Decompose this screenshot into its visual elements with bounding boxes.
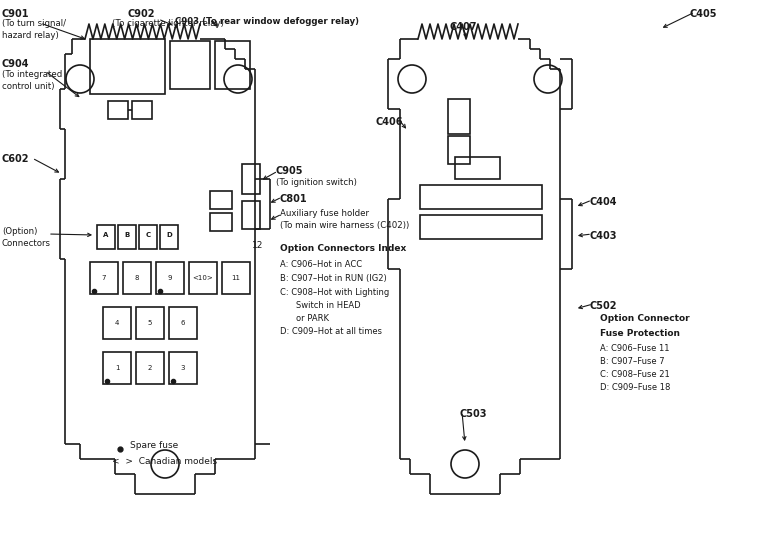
Text: C901: C901 bbox=[2, 9, 29, 19]
Text: C801: C801 bbox=[280, 194, 308, 204]
Bar bbox=[448, 136, 470, 164]
Text: 5: 5 bbox=[147, 320, 152, 326]
Text: A: C906–Fuse 11: A: C906–Fuse 11 bbox=[600, 344, 670, 353]
Text: 4: 4 bbox=[114, 320, 119, 326]
Text: C406: C406 bbox=[375, 117, 402, 127]
Text: 9: 9 bbox=[167, 275, 172, 281]
Text: C404: C404 bbox=[590, 197, 617, 207]
Text: C: C bbox=[145, 232, 151, 238]
Text: Switch in HEAD: Switch in HEAD bbox=[296, 301, 361, 310]
Text: C: C908–Hot with Lighting: C: C908–Hot with Lighting bbox=[280, 288, 389, 297]
Bar bbox=[420, 185, 542, 209]
Text: 2: 2 bbox=[147, 365, 152, 371]
Bar bbox=[97, 225, 115, 249]
Bar bbox=[123, 262, 151, 294]
Text: or PARK: or PARK bbox=[296, 314, 329, 323]
Text: A: C906–Hot in ACC: A: C906–Hot in ACC bbox=[280, 260, 362, 269]
Text: (To turn signal/: (To turn signal/ bbox=[2, 19, 66, 28]
Text: (To cigarette lighter relay): (To cigarette lighter relay) bbox=[112, 19, 224, 28]
Text: 3: 3 bbox=[180, 365, 185, 371]
Text: C902: C902 bbox=[128, 9, 155, 19]
Text: C405: C405 bbox=[690, 9, 717, 19]
Text: (To main wire harness (C402)): (To main wire harness (C402)) bbox=[280, 221, 409, 230]
Text: (To integrated: (To integrated bbox=[2, 70, 62, 79]
Text: 12: 12 bbox=[253, 242, 263, 250]
Text: C904: C904 bbox=[2, 59, 29, 69]
Text: <  >  Canadian models: < > Canadian models bbox=[112, 457, 217, 467]
Text: C: C908–Fuse 21: C: C908–Fuse 21 bbox=[600, 370, 670, 379]
Bar bbox=[169, 307, 197, 339]
Text: B: C907–Fuse 7: B: C907–Fuse 7 bbox=[600, 357, 664, 366]
Text: C602: C602 bbox=[2, 154, 29, 164]
Text: D: C909–Hot at all times: D: C909–Hot at all times bbox=[280, 327, 382, 336]
Bar bbox=[169, 352, 197, 384]
Text: (Option): (Option) bbox=[2, 227, 38, 236]
Text: control unit): control unit) bbox=[2, 82, 55, 91]
Text: B: C907–Hot in RUN (IG2): B: C907–Hot in RUN (IG2) bbox=[280, 274, 387, 283]
Text: C502: C502 bbox=[590, 301, 617, 311]
Bar bbox=[108, 101, 128, 119]
Text: 6: 6 bbox=[180, 320, 185, 326]
Bar bbox=[242, 164, 260, 194]
Text: hazard relay): hazard relay) bbox=[2, 31, 58, 40]
Text: Fuse Protection: Fuse Protection bbox=[600, 329, 680, 338]
Text: C503: C503 bbox=[460, 409, 488, 419]
Bar bbox=[103, 352, 131, 384]
Bar bbox=[448, 99, 470, 134]
Text: C903 (To rear window defogger relay): C903 (To rear window defogger relay) bbox=[175, 17, 359, 26]
Bar bbox=[136, 352, 164, 384]
Text: 11: 11 bbox=[231, 275, 240, 281]
Bar bbox=[189, 262, 217, 294]
Bar bbox=[222, 262, 250, 294]
Text: C403: C403 bbox=[590, 231, 617, 241]
Text: (To ignition switch): (To ignition switch) bbox=[276, 178, 357, 187]
Bar bbox=[90, 262, 118, 294]
Text: D: C909–Fuse 18: D: C909–Fuse 18 bbox=[600, 383, 670, 392]
Bar bbox=[90, 39, 165, 94]
Bar bbox=[170, 41, 210, 89]
Text: C905: C905 bbox=[276, 166, 303, 176]
Text: D: D bbox=[166, 232, 172, 238]
Text: Option Connector: Option Connector bbox=[600, 314, 690, 323]
Text: C407: C407 bbox=[450, 22, 478, 32]
Bar bbox=[242, 201, 260, 229]
Text: Option Connectors Index: Option Connectors Index bbox=[280, 244, 406, 253]
Bar bbox=[103, 307, 131, 339]
Bar bbox=[420, 215, 542, 239]
Bar bbox=[210, 191, 232, 209]
Text: Auxiliary fuse holder: Auxiliary fuse holder bbox=[280, 209, 369, 218]
Text: A: A bbox=[104, 232, 109, 238]
Bar bbox=[139, 225, 157, 249]
Bar bbox=[118, 225, 136, 249]
Bar bbox=[455, 157, 500, 179]
Text: 7: 7 bbox=[101, 275, 106, 281]
Bar bbox=[156, 262, 184, 294]
Text: 8: 8 bbox=[134, 275, 139, 281]
Bar bbox=[210, 213, 232, 231]
Text: 1: 1 bbox=[114, 365, 119, 371]
Text: B: B bbox=[124, 232, 130, 238]
Bar bbox=[160, 225, 178, 249]
Bar bbox=[136, 307, 164, 339]
Text: Spare fuse: Spare fuse bbox=[130, 441, 178, 451]
Bar bbox=[215, 41, 250, 89]
Text: <10>: <10> bbox=[193, 275, 214, 281]
Text: Connectors: Connectors bbox=[2, 239, 51, 248]
Bar bbox=[132, 101, 152, 119]
